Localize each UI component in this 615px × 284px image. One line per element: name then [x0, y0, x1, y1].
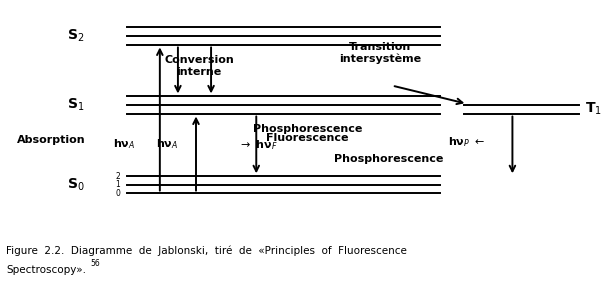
- Text: Phosphorescence: Phosphorescence: [334, 154, 443, 164]
- Text: hν$_A$: hν$_A$: [156, 137, 178, 151]
- Text: Spectroscopy».: Spectroscopy».: [6, 266, 86, 275]
- Text: 1: 1: [115, 180, 120, 189]
- Text: 56: 56: [90, 259, 100, 268]
- Text: Conversion
interne: Conversion interne: [164, 55, 234, 77]
- Text: S$_1$: S$_1$: [67, 97, 84, 113]
- Text: Transition
intersystème: Transition intersystème: [339, 42, 421, 64]
- Text: $\rightarrow$ hν$_F$: $\rightarrow$ hν$_F$: [238, 138, 278, 152]
- Text: 0: 0: [115, 189, 120, 198]
- Text: 2: 2: [115, 172, 120, 181]
- Text: Figure  2.2.  Diagramme  de  Jablonski,  tiré  de  «Principles  of  Fluorescence: Figure 2.2. Diagramme de Jablonski, tiré…: [6, 245, 407, 256]
- Text: Fluorescence: Fluorescence: [266, 133, 349, 143]
- Text: hν$_A$: hν$_A$: [113, 137, 136, 151]
- Text: S$_2$: S$_2$: [67, 28, 84, 44]
- Text: S$_0$: S$_0$: [66, 177, 84, 193]
- Text: T$_1$: T$_1$: [585, 101, 602, 118]
- Text: Absorption: Absorption: [17, 135, 85, 145]
- Text: hν$_P$ $\leftarrow$: hν$_P$ $\leftarrow$: [448, 135, 485, 149]
- Text: Phosphorescence: Phosphorescence: [253, 124, 362, 134]
